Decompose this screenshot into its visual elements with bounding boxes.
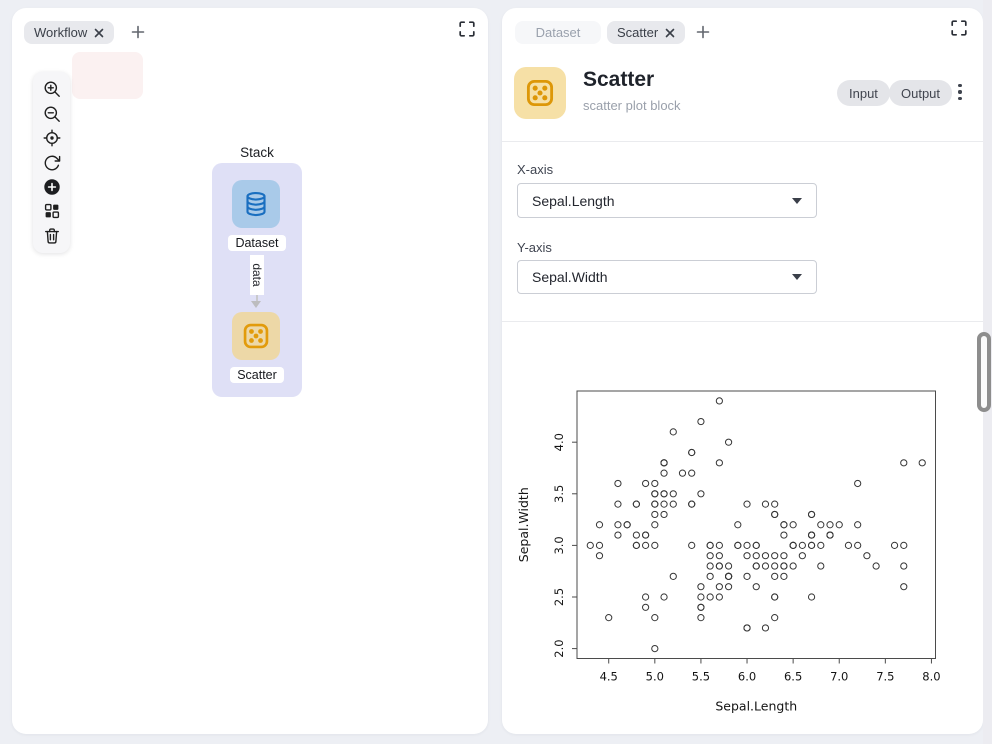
x-axis-select[interactable]: Sepal.Length [517,183,817,218]
svg-text:6.5: 6.5 [784,670,802,684]
divider [502,321,983,322]
tab-workflow[interactable]: Workflow [24,21,115,44]
output-button[interactable]: Output [889,80,953,106]
zoom-out-button[interactable] [34,103,70,125]
x-axis-value: Sepal.Length [532,192,615,209]
tab-scatter-label: Scatter [617,25,659,40]
divider [502,141,983,142]
svg-text:2.5: 2.5 [552,588,566,606]
edge-label: data [250,255,264,295]
svg-text:3.5: 3.5 [552,485,566,503]
tab-dataset[interactable]: Dataset [515,21,601,44]
scrollbar-thumb[interactable] [977,332,991,412]
x-axis-label: X-axis [517,162,554,177]
canvas-toolbar [33,72,70,253]
scatter-plot: 4.5 5.0 5.5 6.0 6.5 7.0 7.5 8.0 2.0 2.5 3.0 3.5 4.0 S… [516,390,941,714]
block-detail-panel: Dataset Scatter Scatter scatter plot blo… [502,8,983,734]
y-axis-value: Sepal.Width [532,269,608,285]
blocks-icon [44,204,59,219]
svg-text:8.0: 8.0 [922,670,940,684]
tab-dataset-label: Dataset [535,25,581,40]
svg-text:3.0: 3.0 [552,536,566,554]
add-node-button[interactable] [34,176,70,198]
input-button[interactable]: Input [837,80,890,106]
fullscreen-icon[interactable] [950,19,968,37]
zoom-in-icon [44,81,60,98]
workflow-panel: Workflow [12,8,488,734]
tab-workflow-label: Workflow [34,25,88,40]
chevron-down-icon [792,274,802,280]
blocks-button[interactable] [34,200,70,222]
stack-group-label: Stack [240,145,274,160]
node-scatter-label: Scatter [230,367,284,383]
svg-text:Sepal.Width: Sepal.Width [516,487,531,562]
svg-text:2.0: 2.0 [552,639,566,657]
svg-text:Sepal.Length: Sepal.Length [715,699,797,714]
close-icon[interactable] [665,28,675,38]
scatter-dice-icon [526,79,554,107]
zoom-in-button[interactable] [34,78,70,100]
svg-text:5.0: 5.0 [646,670,664,684]
page-title: Scatter [583,68,655,91]
reset-view-icon [44,155,60,170]
center-view-button[interactable] [34,127,70,149]
svg-text:5.5: 5.5 [692,670,710,684]
selection-highlight [72,52,143,99]
fullscreen-icon[interactable] [458,20,476,38]
svg-text:7.5: 7.5 [876,670,894,684]
chevron-down-icon [792,197,802,204]
y-axis-select[interactable]: Sepal.Width [517,260,817,294]
block-type-icon [514,67,566,119]
delete-button[interactable] [34,225,70,247]
close-icon[interactable] [94,28,104,38]
node-dataset-label: Dataset [228,235,286,251]
scatter-dice-icon [243,323,269,349]
add-tab-button[interactable] [129,23,147,41]
trash-icon [44,228,59,244]
page-subtitle: scatter plot block [583,98,681,113]
add-node-icon [43,179,60,195]
center-target-icon [43,129,60,147]
svg-text:4.5: 4.5 [600,670,618,684]
tab-scatter[interactable]: Scatter [607,21,686,44]
svg-text:7.0: 7.0 [830,670,848,684]
svg-text:6.0: 6.0 [738,670,756,684]
kebab-menu-icon[interactable] [954,84,966,100]
y-axis-label: Y-axis [517,240,552,255]
node-scatter[interactable] [232,312,280,360]
database-icon [246,191,266,217]
reset-view-button[interactable] [34,152,70,174]
add-tab-button[interactable] [694,23,712,41]
edge-arrowhead-icon [251,301,261,308]
svg-text:4.0: 4.0 [552,433,566,451]
node-dataset[interactable] [232,180,280,228]
zoom-out-icon [44,106,60,122]
